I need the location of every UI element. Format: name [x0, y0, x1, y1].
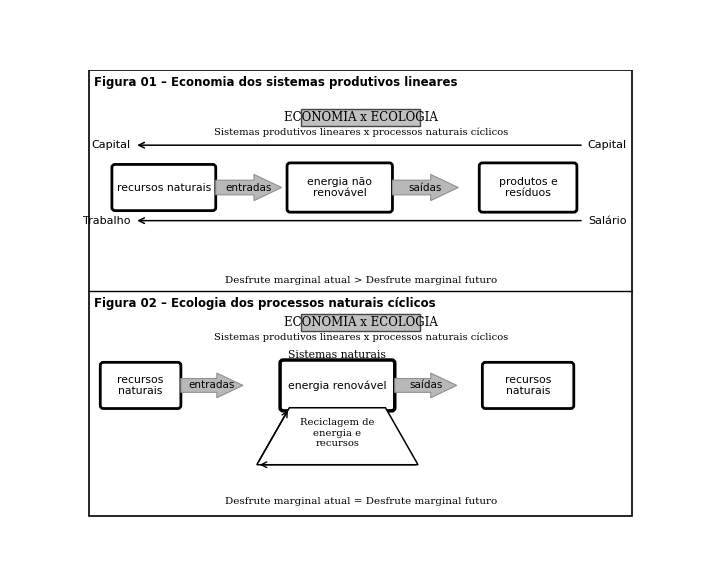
Text: Sistemas produtivos lineares x processos naturais cíclicos: Sistemas produtivos lineares x processos…: [214, 332, 508, 342]
Polygon shape: [392, 174, 458, 200]
Text: energia não
renovável: energia não renovável: [307, 177, 373, 198]
FancyBboxPatch shape: [280, 360, 395, 411]
Polygon shape: [216, 174, 282, 200]
Polygon shape: [395, 373, 457, 398]
Text: Sistemas naturais: Sistemas naturais: [288, 350, 387, 360]
Text: Desfrute marginal atual > Desfrute marginal futuro: Desfrute marginal atual > Desfrute margi…: [224, 276, 497, 285]
Text: recursos
naturais: recursos naturais: [505, 375, 551, 396]
Text: Reciclagem de
energia e
recursos: Reciclagem de energia e recursos: [300, 418, 375, 448]
Polygon shape: [181, 373, 243, 398]
FancyBboxPatch shape: [482, 363, 574, 408]
Text: recursos naturais: recursos naturais: [117, 182, 211, 192]
Text: ECONOMIA x ECOLOGIA: ECONOMIA x ECOLOGIA: [284, 111, 437, 124]
Text: Figura 01 – Economia dos sistemas produtivos lineares: Figura 01 – Economia dos sistemas produt…: [94, 76, 458, 89]
Text: Capital: Capital: [588, 140, 627, 150]
Text: saídas: saídas: [409, 381, 442, 390]
Text: Figura 02 – Ecologia dos processos naturais cíclicos: Figura 02 – Ecologia dos processos natur…: [94, 297, 436, 310]
Text: saídas: saídas: [408, 182, 441, 192]
FancyBboxPatch shape: [101, 363, 181, 408]
Text: Capital: Capital: [91, 140, 131, 150]
Text: recursos
naturais: recursos naturais: [117, 375, 164, 396]
Text: ECONOMIA x ECOLOGIA: ECONOMIA x ECOLOGIA: [284, 316, 437, 329]
FancyBboxPatch shape: [479, 163, 577, 212]
Text: entradas: entradas: [188, 381, 235, 390]
FancyBboxPatch shape: [287, 163, 392, 212]
Polygon shape: [257, 408, 418, 465]
Text: produtos e
resíduos: produtos e resíduos: [498, 177, 557, 198]
Text: Desfrute marginal atual = Desfrute marginal futuro: Desfrute marginal atual = Desfrute margi…: [224, 497, 497, 506]
FancyBboxPatch shape: [112, 164, 216, 211]
Text: Salário: Salário: [588, 216, 626, 225]
Text: Sistemas produtivos lineares x processos naturais cíclicos: Sistemas produtivos lineares x processos…: [214, 127, 508, 137]
FancyBboxPatch shape: [301, 314, 420, 331]
Text: energia renovável: energia renovável: [288, 380, 387, 390]
Text: entradas: entradas: [225, 182, 271, 192]
FancyBboxPatch shape: [301, 109, 420, 126]
FancyBboxPatch shape: [89, 70, 632, 517]
Text: Trabalho: Trabalho: [83, 216, 131, 225]
